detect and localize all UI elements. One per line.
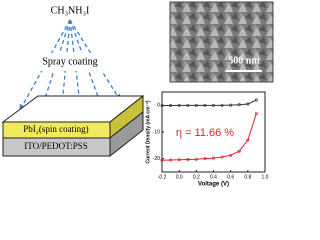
jv-chart: -0.2 0.0 0.2 0.4 0.6 0.8 1.0 -20 -10 0 Voltage (V)… (145, 91, 269, 188)
x-tick-label: 0.6 (227, 174, 234, 180)
jv-marker (212, 156, 216, 160)
jv-marker (177, 103, 181, 107)
y-tick-label: -20 (153, 156, 160, 162)
y-axis-label: Current Density (mA cm⁻²) (145, 100, 151, 163)
jv-marker (160, 158, 164, 162)
ito-side (109, 110, 144, 158)
x-tick-label: 0.2 (193, 174, 200, 180)
jv-marker (237, 103, 241, 107)
jv-marker (246, 138, 250, 142)
jv-marker (194, 157, 198, 161)
x-tick-label: 0.4 (210, 174, 217, 180)
y-tick-label: -10 (153, 129, 160, 135)
x-tick-label: -0.2 (158, 174, 167, 180)
jv-marker (212, 103, 216, 107)
graphical-abstract: CH₃NH₃I Spray coating PbI₂(spin coating)… (1, 1, 274, 188)
process-label: Spray coating (42, 56, 97, 67)
scale-bar (226, 70, 262, 72)
precursor-label: CH₃NH₃I (51, 5, 90, 16)
jv-marker (186, 103, 190, 107)
jv-marker (203, 157, 207, 161)
spray-diagram: CH₃NH₃I Spray coating PbI₂(spin coating)… (1, 5, 145, 158)
efficiency-annotation: η = 11.66 % (176, 127, 234, 139)
jv-marker (177, 158, 181, 162)
y-tick-label: 0 (157, 103, 160, 109)
scale-bar-label: 500 nm (228, 55, 260, 66)
jv-marker (186, 157, 190, 161)
jv-marker (169, 103, 173, 107)
x-tick-label: 1.0 (262, 174, 269, 180)
x-tick-label: 0.0 (176, 174, 183, 180)
jv-marker (160, 104, 164, 108)
jv-marker (203, 103, 207, 107)
sem-photo (169, 1, 274, 83)
jv-marker (220, 155, 224, 159)
jv-marker (246, 102, 250, 106)
jv-marker (254, 98, 258, 102)
jv-marker (229, 153, 233, 157)
jv-marker (254, 111, 258, 115)
jv-marker (194, 103, 198, 107)
sem-image: 500 nm (169, 1, 274, 83)
jv-marker (229, 103, 233, 107)
jv-marker (169, 158, 173, 162)
pbi2-label: PbI₂(spin coating) (23, 124, 88, 134)
spray-label-bg (30, 53, 110, 71)
x-axis-label: Voltage (V) (198, 182, 229, 188)
jv-marker (237, 149, 241, 153)
x-tick-label: 0.8 (244, 174, 251, 180)
ito-label: ITO/PEDOT:PSS (24, 141, 87, 151)
jv-marker (220, 103, 224, 107)
